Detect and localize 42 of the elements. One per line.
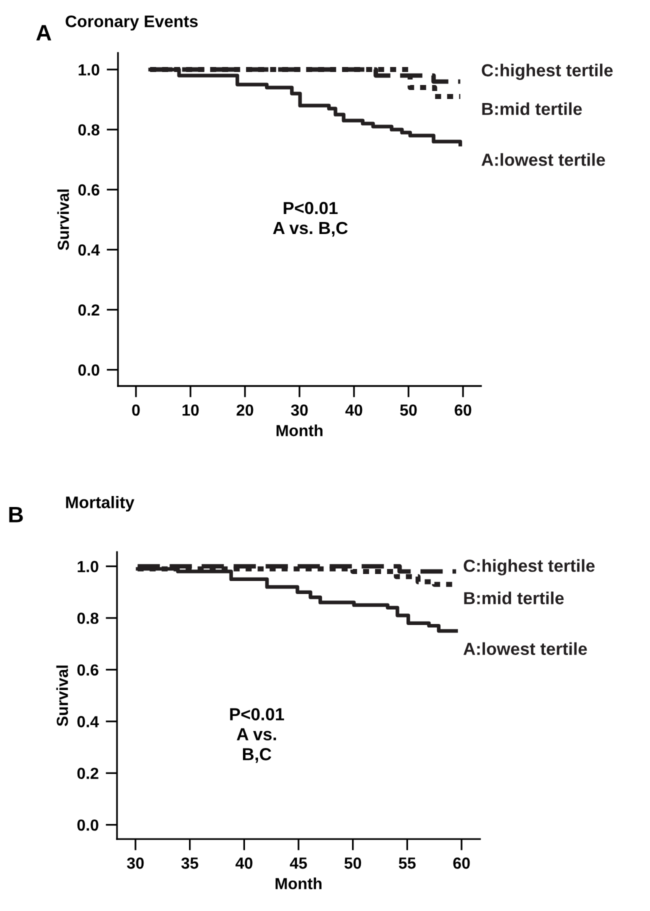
- x-tick-label: 30: [126, 858, 144, 869]
- series-label: B:mid tertile: [482, 102, 582, 116]
- x-tick-label: 60: [454, 404, 472, 416]
- x-tick-label: 40: [236, 858, 252, 869]
- x-tick-label: 55: [398, 858, 416, 869]
- y-tick-label: 0.0: [77, 819, 98, 831]
- y-tick-label: 1.0: [78, 560, 98, 572]
- x-tick-label: 10: [182, 404, 199, 416]
- x-axis-title: Month: [276, 878, 322, 890]
- y-tick-label: 0.6: [77, 664, 98, 676]
- annotation: P<0.01 A vs. B,C: [273, 202, 348, 237]
- y-tick-label: 0.2: [78, 304, 100, 316]
- y-tick-label: 0.6: [78, 184, 100, 196]
- y-tick-label: 0.8: [78, 124, 100, 136]
- text: A: [36, 25, 52, 40]
- chart-title: Mortality: [66, 496, 134, 512]
- series-label: A:lowest tertile: [482, 153, 605, 166]
- y-tick-label: 0.8: [77, 612, 98, 624]
- y-tick-label: 0.0: [78, 364, 100, 376]
- chart-title: Coronary Events: [66, 15, 198, 31]
- x-tick-label: 50: [400, 404, 417, 416]
- series-label: C:highest tertile: [482, 64, 613, 80]
- x-tick-label: 40: [345, 404, 362, 416]
- annotation: P<0.01 A vs. B,C: [230, 708, 284, 763]
- y-tick-label: 1.0: [78, 64, 100, 76]
- x-axis-title: Month: [276, 424, 322, 436]
- x-tick-label: 0: [132, 404, 140, 416]
- x-tick-label: 50: [344, 858, 362, 869]
- x-tick-label: 35: [181, 858, 198, 869]
- y-tick-label: 0.4: [78, 244, 100, 256]
- y-axis-title: Survival: [57, 190, 70, 250]
- series-label: A:lowest tertile: [463, 642, 587, 656]
- x-tick-label: 30: [290, 404, 308, 416]
- x-tick-label: 60: [453, 858, 470, 869]
- y-tick-label: 0.2: [77, 768, 98, 780]
- x-tick-label: 45: [290, 858, 307, 869]
- text: B: [9, 506, 23, 522]
- series-label: C:highest tertile: [464, 559, 595, 576]
- y-axis-title: Survival: [56, 666, 68, 726]
- x-tick-label: 20: [236, 404, 254, 416]
- y-tick-label: 0.4: [77, 716, 99, 728]
- series-label: B:mid tertile: [464, 592, 564, 604]
